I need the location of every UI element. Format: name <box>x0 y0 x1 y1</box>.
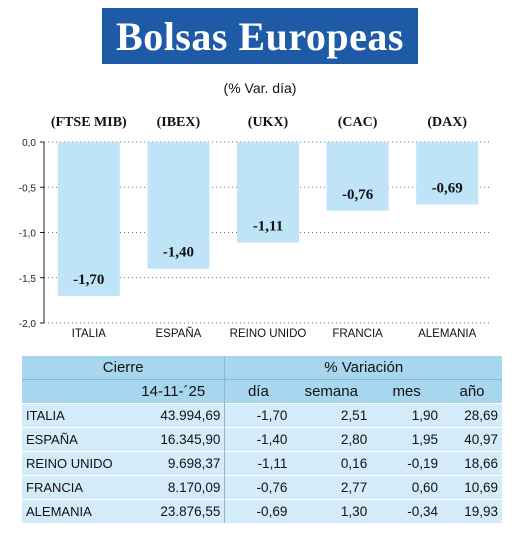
bar-reino-unido <box>237 142 299 243</box>
cell-day: -0,76 <box>224 475 292 500</box>
cell-day: -1,11 <box>224 451 292 476</box>
cell-country: ESPAÑA <box>22 427 123 452</box>
data-label: -1,70 <box>73 272 104 288</box>
data-label: -1,11 <box>253 218 283 234</box>
chart-subtitle: (% Var. día) <box>223 80 297 96</box>
cell-close: 43.994,69 <box>122 403 226 428</box>
cell-close: 23.876,55 <box>122 499 226 523</box>
cell-year: 19,93 <box>442 499 502 523</box>
bar-chart: 0,0 -0,5 -1,0 -1,5 -2,0 -1,70 (FTSE MIB) ITALIA… <box>19 115 492 340</box>
table-row: ESPAÑA 16.345,90 -1,40 2,80 1,95 40,97 <box>22 427 502 452</box>
cell-week: 2,51 <box>291 403 372 428</box>
data-label: -0,69 <box>432 180 463 196</box>
x-tick-label: ITALIA <box>72 328 107 340</box>
index-label: (FTSE MIB) <box>51 115 127 130</box>
title-banner: Bolsas Europeas <box>102 8 418 64</box>
table-row: ALEMANIA 23.876,55 -0,69 1,30 -0,34 19,93 <box>22 499 502 523</box>
cell-day: -0,69 <box>224 499 292 523</box>
cell-country: ALEMANIA <box>22 499 123 523</box>
data-label: -0,76 <box>342 187 374 203</box>
header-anio: año <box>442 379 502 404</box>
y-tick-label: -2,0 <box>19 319 37 330</box>
bar-españa <box>147 142 210 269</box>
header-cierre: Cierre <box>22 356 225 380</box>
x-tick-label: REINO UNIDO <box>230 328 307 340</box>
bar-alemania <box>416 142 479 205</box>
header-semana: semana <box>291 379 372 404</box>
cell-week: 0,16 <box>291 451 372 476</box>
table-row: ITALIA 43.994,69 -1,70 2,51 1,90 28,69 <box>22 403 502 428</box>
index-label: (IBEX) <box>157 115 201 130</box>
market-table: Cierre % Variación 14-11-´25 día semana … <box>22 356 502 523</box>
table-row: REINO UNIDO 9.698,37 -1,11 0,16 -0,19 18,66 <box>22 451 502 476</box>
cell-close: 8.170,09 <box>122 475 226 500</box>
cell-week: 2,77 <box>291 475 372 500</box>
index-label: (CAC) <box>338 115 378 130</box>
bar-italia <box>57 142 120 296</box>
index-label: (DAX) <box>427 115 467 130</box>
cell-month: 0,60 <box>371 475 443 500</box>
x-tick-label: FRANCIA <box>332 328 383 340</box>
index-label: (UKX) <box>248 115 289 130</box>
cell-close: 9.698,37 <box>122 451 226 476</box>
cell-day: -1,40 <box>224 427 292 452</box>
cell-country: REINO UNIDO <box>22 451 123 476</box>
cell-year: 40,97 <box>442 427 502 452</box>
cell-year: 28,69 <box>442 403 502 428</box>
cell-close: 16.345,90 <box>122 427 226 452</box>
header-blank <box>22 379 123 404</box>
table-subheader-row: 14-11-´25 día semana mes año <box>22 379 502 404</box>
cell-year: 10,69 <box>442 475 502 500</box>
y-tick-label: -1,0 <box>19 229 37 240</box>
y-tick-label: 0,0 <box>22 138 36 149</box>
cell-month: 1,90 <box>371 403 443 428</box>
header-mes: mes <box>371 379 443 404</box>
cell-week: 2,80 <box>291 427 372 452</box>
y-tick-label: -1,5 <box>19 274 37 285</box>
x-tick-label: ALEMANIA <box>418 328 476 340</box>
y-tick-label: -0,5 <box>19 183 37 194</box>
bar-francia <box>326 142 389 211</box>
header-date: 14-11-´25 <box>122 379 225 404</box>
table-row: FRANCIA 8.170,09 -0,76 2,77 0,60 10,69 <box>22 475 502 500</box>
table-header-row: Cierre % Variación <box>22 356 502 380</box>
data-label: -1,40 <box>163 245 194 261</box>
cell-day: -1,70 <box>224 403 292 428</box>
header-variacion: % Variación <box>224 356 502 380</box>
cell-country: ITALIA <box>22 403 123 428</box>
cell-month: -0,19 <box>371 451 443 476</box>
cell-country: FRANCIA <box>22 475 123 500</box>
cell-month: -0,34 <box>371 499 443 523</box>
x-tick-label: ESPAÑA <box>155 327 201 340</box>
header-dia: día <box>224 379 292 404</box>
cell-week: 1,30 <box>291 499 372 523</box>
cell-year: 18,66 <box>442 451 502 476</box>
page-title: Bolsas Europeas <box>116 13 404 59</box>
cell-month: 1,95 <box>371 427 443 452</box>
